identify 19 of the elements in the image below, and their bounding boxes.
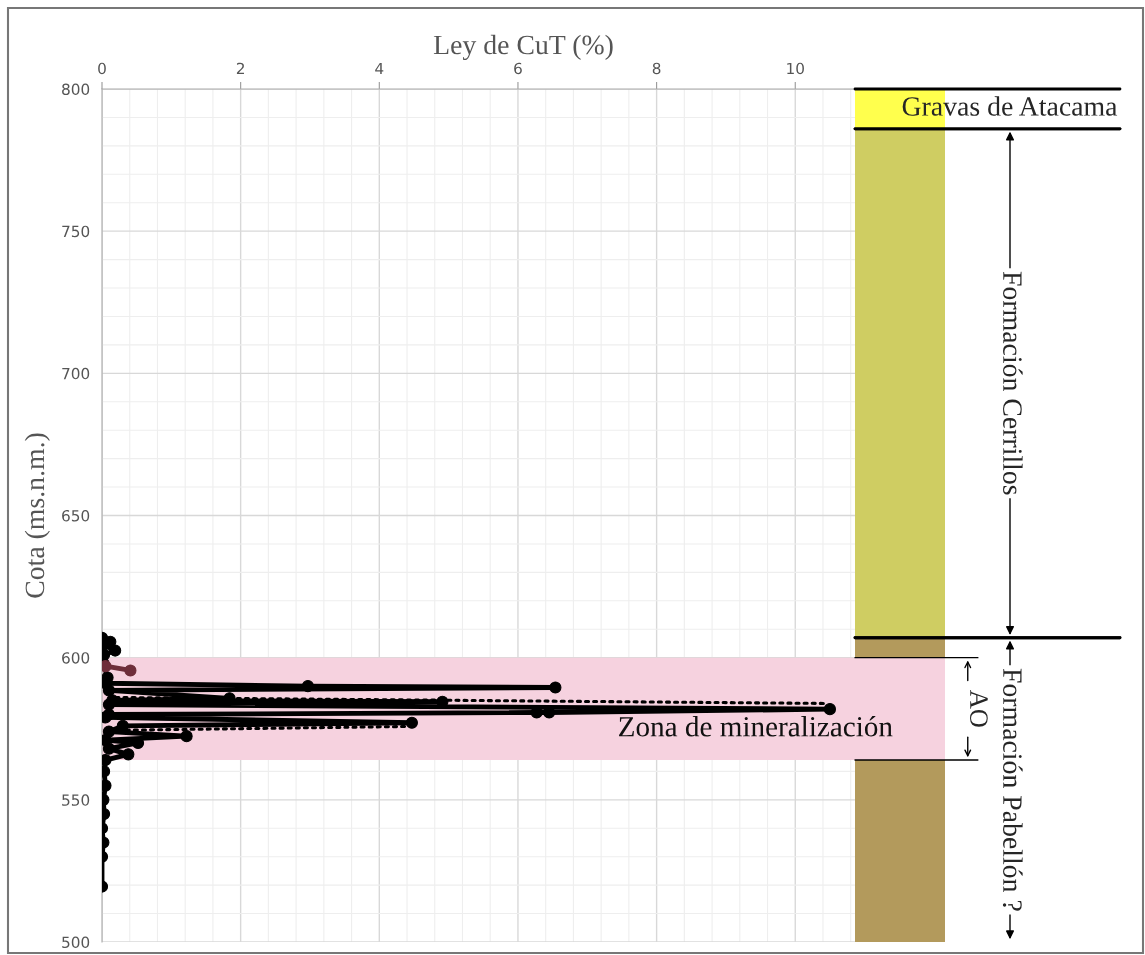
- y-tick-label: 550: [62, 794, 90, 806]
- x-axis-title: Ley de CuT (%): [433, 34, 613, 61]
- band-label: Formación Cerrillos: [1003, 271, 1023, 495]
- y-tick-label: 600: [62, 652, 90, 664]
- x-tick-label: 8: [652, 62, 661, 75]
- y-tick-label: 650: [62, 509, 90, 522]
- band-label: Formación Pabellón ?: [1002, 668, 1023, 911]
- y-tick-label: 500: [62, 936, 90, 949]
- x-tick-label: 0: [98, 62, 106, 75]
- y-tick-label: 750: [62, 225, 90, 238]
- y-tick-label: 800: [62, 83, 90, 96]
- y-tick-label: 700: [62, 367, 90, 380]
- x-tick-label: 6: [514, 62, 522, 75]
- x-tick-label: 10: [787, 62, 804, 75]
- annotation: AO: [970, 690, 988, 727]
- x-tick-label: 2: [236, 62, 244, 75]
- band-label: Zona de mineralización: [619, 716, 893, 737]
- y-axis-title: Cota (ms.n.m.): [24, 433, 50, 598]
- x-tick-label: 4: [375, 62, 384, 75]
